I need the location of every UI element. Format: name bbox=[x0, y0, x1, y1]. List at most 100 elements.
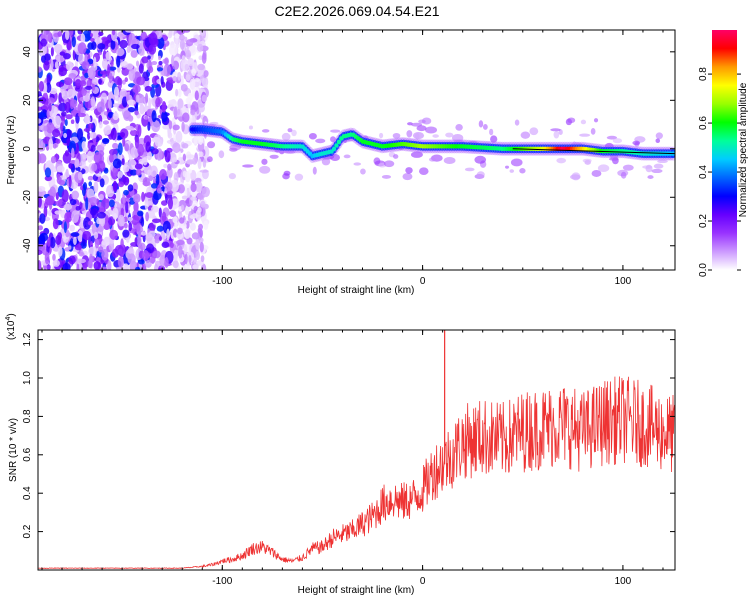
halo-blob bbox=[590, 127, 596, 135]
noise-blob bbox=[192, 264, 199, 270]
noise-blob bbox=[57, 246, 63, 257]
halo-blob bbox=[261, 158, 268, 165]
noise-blob bbox=[87, 122, 94, 130]
noise-blob bbox=[71, 147, 75, 159]
noise-blob bbox=[64, 211, 73, 223]
noise-blob bbox=[84, 72, 89, 79]
bottom-plot-frame bbox=[37, 329, 676, 571]
noise-blob bbox=[61, 189, 69, 203]
noise-blob bbox=[167, 132, 173, 139]
noise-blob bbox=[57, 30, 63, 37]
noise-blob bbox=[89, 131, 97, 139]
noise-blob bbox=[58, 102, 68, 112]
noise-blob bbox=[101, 248, 109, 261]
noise-blob bbox=[193, 136, 198, 146]
noise-blob bbox=[90, 208, 97, 216]
noise-blob bbox=[123, 263, 129, 270]
noise-blob bbox=[141, 56, 149, 64]
noise-blob bbox=[38, 225, 43, 231]
yscale-label: (x104) bbox=[5, 313, 17, 340]
noise-blob bbox=[90, 30, 100, 39]
noise-blob bbox=[116, 55, 121, 68]
noise-blob bbox=[74, 158, 80, 168]
noise-blob bbox=[127, 107, 135, 113]
noise-blob bbox=[82, 263, 87, 270]
halo-blob bbox=[259, 165, 271, 174]
noise-blob bbox=[67, 245, 72, 250]
noise-blob bbox=[125, 30, 135, 33]
noise-blob bbox=[100, 113, 109, 120]
top-xlabel: Height of straight line (km) bbox=[298, 285, 415, 296]
noise-blob bbox=[119, 39, 128, 49]
top-xtick-label: -100 bbox=[212, 276, 232, 287]
noise-blob bbox=[171, 157, 178, 163]
noise-blob bbox=[195, 238, 200, 251]
noise-blob bbox=[89, 253, 93, 265]
halo-blob bbox=[580, 119, 587, 125]
noise-blob bbox=[83, 217, 91, 230]
noise-blob bbox=[184, 186, 188, 199]
noise-blob bbox=[195, 250, 200, 261]
noise-blob bbox=[56, 176, 62, 185]
noise-blob bbox=[58, 66, 68, 77]
noise-blob bbox=[52, 259, 60, 267]
noise-blob bbox=[147, 200, 152, 207]
noise-blob bbox=[178, 217, 185, 224]
noise-blob bbox=[136, 76, 146, 86]
spectrogram-panel: -100 0 100 -40 -20 0 20 40 Height of straight l… bbox=[6, 29, 676, 296]
noise-blob bbox=[130, 146, 140, 159]
noise-blob bbox=[162, 124, 171, 130]
halo-blob bbox=[392, 132, 401, 139]
noise-blob bbox=[113, 86, 120, 99]
colorbar-tick-label: 0.8 bbox=[698, 67, 709, 81]
noise-blob bbox=[125, 201, 129, 214]
noise-blob bbox=[190, 169, 197, 181]
noise-blob bbox=[63, 203, 73, 211]
noise-blob bbox=[91, 41, 97, 51]
noise-blob bbox=[122, 229, 130, 238]
noise-blob bbox=[129, 129, 138, 137]
halo-blob bbox=[381, 174, 392, 179]
halo-blob bbox=[490, 135, 498, 143]
halo-blob bbox=[242, 164, 254, 168]
noise-blob bbox=[87, 175, 94, 181]
noise-blob bbox=[93, 151, 102, 164]
noise-blob bbox=[52, 129, 61, 138]
halo-blob bbox=[445, 132, 454, 138]
halo-blob bbox=[284, 150, 296, 154]
noise-blob bbox=[38, 106, 43, 111]
noise-blob bbox=[137, 124, 142, 137]
noise-blob bbox=[117, 214, 125, 227]
noise-blob bbox=[142, 181, 152, 187]
bottom-ytick-label: 0.4 bbox=[22, 486, 33, 500]
noise-blob bbox=[105, 51, 112, 61]
noise-blob bbox=[46, 264, 51, 270]
noise-blob bbox=[82, 230, 92, 241]
noise-blob bbox=[164, 181, 173, 192]
bottom-ytick-label: 0.2 bbox=[22, 524, 33, 538]
halo-blob bbox=[556, 157, 567, 164]
halo-blob bbox=[207, 156, 213, 163]
noise-blob bbox=[193, 77, 201, 88]
halo-blob bbox=[443, 156, 456, 165]
noise-blob bbox=[160, 230, 166, 240]
noise-blob bbox=[151, 110, 157, 123]
noise-blob bbox=[164, 150, 171, 163]
noise-blob bbox=[145, 192, 154, 198]
noise-blob bbox=[122, 164, 130, 173]
bottom-ylabel: SNR (10 * v/v) bbox=[8, 418, 19, 482]
noise-blob bbox=[46, 195, 55, 206]
top-ytick-label: -20 bbox=[22, 190, 33, 205]
noise-blob bbox=[77, 42, 87, 55]
noise-blob bbox=[175, 130, 183, 143]
noise-blob bbox=[180, 204, 185, 211]
noise-blob bbox=[43, 30, 51, 42]
noise-blob bbox=[43, 205, 48, 218]
halo-blob bbox=[248, 125, 253, 130]
halo-blob bbox=[402, 172, 413, 181]
colorbar-tick-label: 0.4 bbox=[698, 165, 709, 179]
noise-blob bbox=[172, 124, 180, 131]
noise-blob bbox=[169, 242, 174, 249]
noise-blob bbox=[151, 120, 161, 133]
